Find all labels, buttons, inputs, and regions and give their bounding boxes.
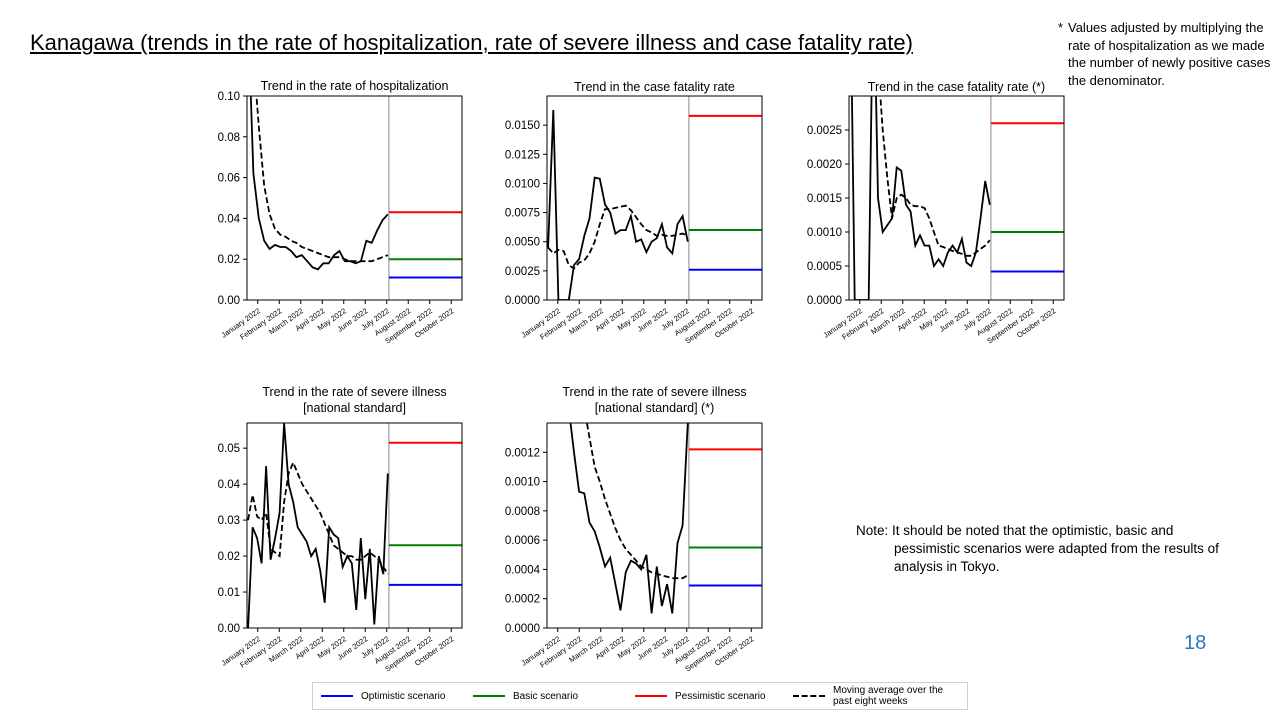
legend-swatch-pessimistic [635, 695, 667, 697]
y-tick-label: 0.0150 [505, 120, 540, 132]
y-tick-label: 0.0050 [505, 237, 540, 249]
moving-average-line [547, 204, 689, 270]
legend-label-basic: Basic scenario [513, 690, 579, 702]
moving-average-line [879, 96, 991, 257]
chart-title: [national standard] [303, 401, 406, 415]
y-tick-label: 0.0100 [505, 178, 540, 190]
y-tick-label: 0.0005 [807, 261, 842, 273]
weekly-series-line [247, 423, 389, 628]
plot-frame [546, 95, 763, 301]
moving-average-line [247, 460, 389, 575]
y-tick-label: 0.08 [218, 132, 240, 144]
y-tick-label: 0.0000 [505, 295, 540, 307]
y-tick-label: 0.0002 [505, 594, 540, 606]
y-tick-label: 0.03 [218, 515, 240, 527]
footnote-text: Values adjusted by multiplying the rate … [1068, 20, 1271, 88]
y-tick-label: 0.10 [218, 91, 240, 103]
legend-label-moving-average: Moving average over the past eight weeks [833, 685, 944, 707]
chart-title: Trend in the rate of severe illness [262, 385, 446, 399]
y-tick-label: 0.02 [218, 254, 240, 266]
y-tick-label: 0.0010 [807, 227, 842, 239]
y-tick-label: 0.0125 [505, 149, 540, 161]
y-tick-label: 0.0010 [505, 477, 540, 489]
legend-swatch-moving-average [793, 695, 825, 697]
y-tick-label: 0.0006 [505, 535, 540, 547]
weekly-series-line [569, 423, 689, 614]
y-tick-label: 0.0025 [505, 266, 540, 278]
y-tick-label: 0.0025 [807, 125, 842, 137]
legend: Optimistic scenario Basic scenario Pessi… [312, 682, 968, 710]
moving-average-line [255, 96, 389, 263]
footnote-mark: * [1058, 20, 1064, 35]
y-tick-label: 0.00 [218, 623, 240, 635]
y-tick-label: 0.00 [218, 295, 240, 307]
weekly-series-line [851, 96, 991, 300]
legend-label-pessimistic: Pessimistic scenario [675, 690, 766, 702]
legend-swatch-basic [473, 695, 505, 697]
chart-title: Trend in the case fatality rate [574, 80, 735, 94]
note-continuation: pessimistic scenarios were adapted from … [894, 541, 1219, 574]
chart-title: Trend in the case fatality rate (*) [868, 80, 1045, 94]
y-tick-label: 0.04 [218, 213, 241, 225]
y-tick-label: 0.04 [218, 479, 241, 491]
y-tick-label: 0.0015 [807, 193, 842, 205]
note-first-line: Note: It should be noted that the optimi… [856, 523, 1174, 538]
y-tick-label: 0.0000 [807, 295, 842, 307]
slide-title: Kanagawa (trends in the rate of hospital… [30, 30, 913, 55]
legend-item-basic: Basic scenario [473, 683, 578, 709]
plot-frame [546, 422, 763, 629]
y-tick-label: 0.0004 [505, 564, 541, 576]
footnote: * Values adjusted by multiplying the rat… [1058, 19, 1273, 89]
legend-item-optimistic: Optimistic scenario [321, 683, 445, 709]
y-tick-label: 0.0020 [807, 159, 842, 171]
page-number: 18 [1184, 632, 1207, 654]
y-tick-label: 0.06 [218, 173, 240, 185]
plot-frame [246, 422, 463, 629]
plot-frame [246, 95, 463, 301]
legend-item-moving-average: Moving average over the past eight weeks [793, 683, 963, 709]
y-tick-label: 0.0000 [505, 623, 540, 635]
weekly-series-line [249, 96, 389, 271]
scenario-note: Note: It should be noted that the optimi… [856, 522, 1256, 576]
y-tick-label: 0.02 [218, 551, 240, 563]
plot-frame [848, 95, 1065, 301]
y-tick-label: 0.0012 [505, 447, 540, 459]
chart-title: Trend in the rate of severe illness [562, 385, 746, 399]
y-tick-label: 0.0075 [505, 208, 540, 220]
chart-title: [national standard] (*) [595, 401, 715, 415]
y-tick-label: 0.01 [218, 587, 240, 599]
chart-title: Trend in the rate of hospitalization [261, 79, 449, 93]
y-tick-label: 0.0008 [505, 506, 540, 518]
y-tick-label: 0.05 [218, 443, 240, 455]
legend-swatch-optimistic [321, 695, 353, 697]
legend-label-optimistic: Optimistic scenario [361, 690, 446, 702]
legend-item-pessimistic: Pessimistic scenario [635, 683, 766, 709]
